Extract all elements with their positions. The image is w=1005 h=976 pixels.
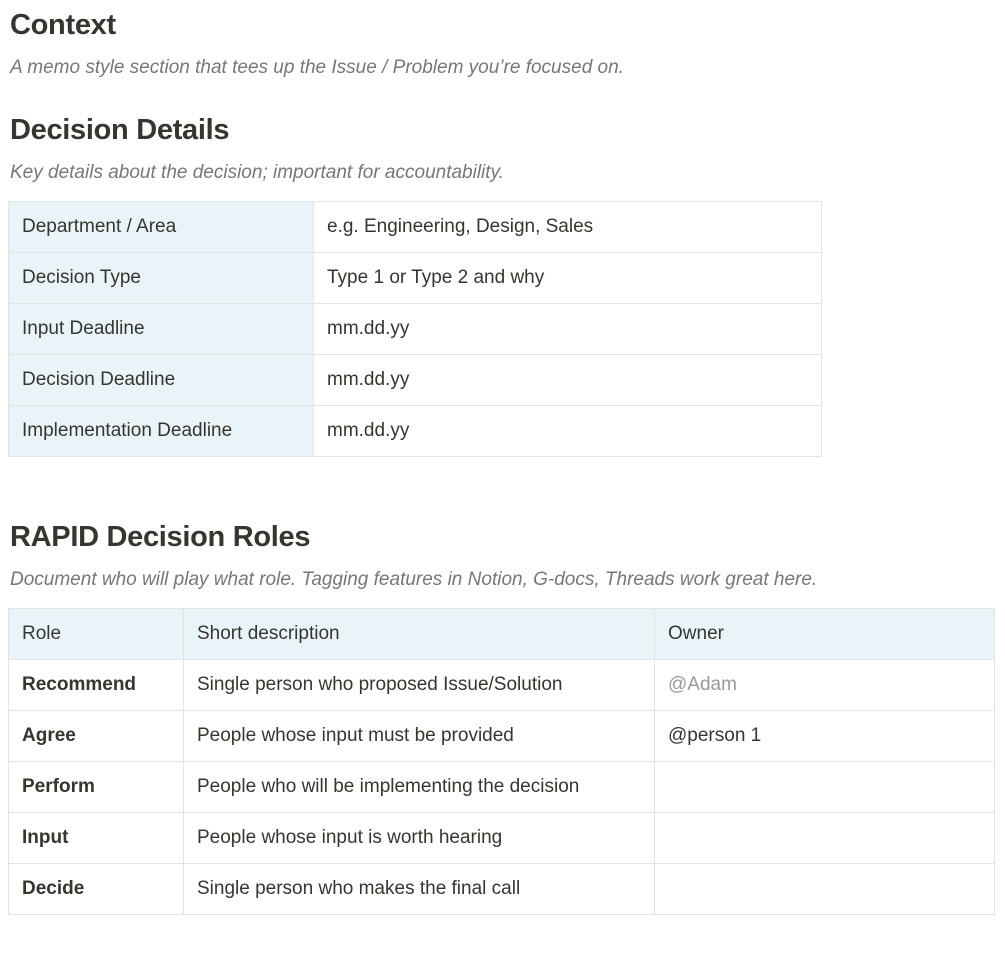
table-row: Perform People who will be implementing t…	[8, 761, 995, 813]
table-row: Implementation Deadline mm.dd.yy	[8, 405, 822, 457]
role-owner[interactable]	[654, 863, 995, 915]
header-owner: Owner	[654, 608, 995, 660]
table-row: Agree People whose input must be provided…	[8, 710, 995, 762]
role-name: Agree	[8, 710, 184, 762]
rapid-roles-subtitle: Document who will play what role. Taggin…	[10, 569, 818, 590]
detail-label: Implementation Deadline	[8, 405, 314, 457]
table-row: Department / Area e.g. Engineering, Desig…	[8, 201, 822, 253]
rapid-roles-table: Role Short description Owner Recommend Si…	[8, 608, 995, 915]
detail-value[interactable]: mm.dd.yy	[313, 354, 822, 406]
detail-label: Decision Deadline	[8, 354, 314, 406]
detail-value[interactable]: mm.dd.yy	[313, 405, 822, 457]
role-description[interactable]: Single person who proposed Issue/Solutio…	[183, 659, 655, 711]
table-row: Decision Type Type 1 or Type 2 and why	[8, 252, 822, 304]
decision-details-subtitle: Key details about the decision; importan…	[10, 162, 504, 183]
role-description[interactable]: People whose input must be provided	[183, 710, 655, 762]
role-owner[interactable]: @person 1	[654, 710, 995, 762]
role-name: Recommend	[8, 659, 184, 711]
decision-details-table: Department / Area e.g. Engineering, Desig…	[8, 201, 822, 457]
header-description: Short description	[183, 608, 655, 660]
role-owner[interactable]	[654, 812, 995, 864]
context-heading: Context	[10, 9, 116, 41]
role-description[interactable]: Single person who makes the final call	[183, 863, 655, 915]
table-row: Input People whose input is worth hearing	[8, 812, 995, 864]
table-header-row: Role Short description Owner	[8, 608, 995, 660]
detail-label: Department / Area	[8, 201, 314, 253]
decision-details-heading: Decision Details	[10, 114, 230, 146]
detail-value[interactable]: mm.dd.yy	[313, 303, 822, 355]
role-description[interactable]: People whose input is worth hearing	[183, 812, 655, 864]
context-subtitle: A memo style section that tees up the Is…	[10, 57, 624, 78]
detail-label: Decision Type	[8, 252, 314, 304]
table-row: Decision Deadline mm.dd.yy	[8, 354, 822, 406]
rapid-roles-heading: RAPID Decision Roles	[10, 521, 311, 553]
detail-label: Input Deadline	[8, 303, 314, 355]
detail-value[interactable]: e.g. Engineering, Design, Sales	[313, 201, 822, 253]
table-row: Input Deadline mm.dd.yy	[8, 303, 822, 355]
role-description[interactable]: People who will be implementing the deci…	[183, 761, 655, 813]
role-owner[interactable]	[654, 761, 995, 813]
role-owner[interactable]: @Adam	[654, 659, 995, 711]
role-name: Decide	[8, 863, 184, 915]
table-row: Recommend Single person who proposed Issu…	[8, 659, 995, 711]
role-name: Input	[8, 812, 184, 864]
table-row: Decide Single person who makes the final …	[8, 863, 995, 915]
detail-value[interactable]: Type 1 or Type 2 and why	[313, 252, 822, 304]
header-role: Role	[8, 608, 184, 660]
role-name: Perform	[8, 761, 184, 813]
